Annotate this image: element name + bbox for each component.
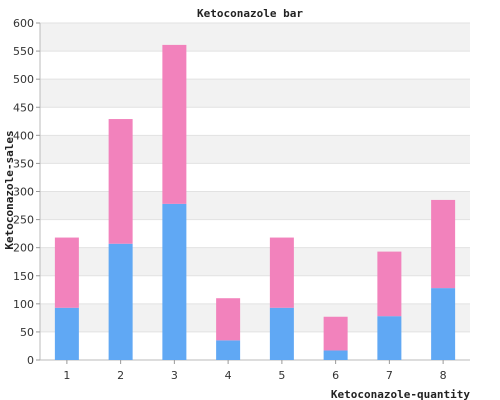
y-tick-label: 100 — [13, 298, 34, 311]
x-ticks: 1 2 3 4 5 6 7 8 — [63, 360, 447, 382]
y-tick-label: 500 — [13, 73, 34, 86]
background-band — [40, 135, 470, 164]
bar-segment-series-1 — [216, 340, 241, 360]
y-tick-label: 450 — [13, 101, 34, 114]
background-band — [40, 331, 470, 360]
x-tick-label: 7 — [386, 369, 393, 382]
bar-segment-series-2 — [162, 44, 187, 204]
background-band — [40, 79, 470, 108]
background-band — [40, 51, 470, 80]
bar-segment-series-1 — [108, 243, 133, 360]
x-tick-label: 6 — [332, 369, 339, 382]
x-tick-label: 2 — [117, 369, 124, 382]
bar-segment-series-1 — [377, 316, 402, 360]
bar-segment-series-1 — [54, 307, 79, 360]
y-axis-label: Ketoconazole-sales — [3, 130, 16, 249]
bar-segment-series-2 — [377, 251, 402, 317]
y-tick-label: 350 — [13, 157, 34, 170]
bar-segment-series-1 — [269, 307, 294, 360]
bar-segment-series-2 — [269, 237, 294, 308]
y-tick-label: 0 — [27, 354, 34, 367]
y-tick-label: 400 — [13, 129, 34, 142]
x-tick-label: 3 — [171, 369, 178, 382]
x-tick-label: 5 — [278, 369, 285, 382]
y-tick-label: 600 — [13, 17, 34, 30]
background-band — [40, 219, 470, 248]
y-tick-label: 250 — [13, 214, 34, 227]
background-band — [40, 303, 470, 332]
background-band — [40, 163, 470, 192]
x-tick-label: 4 — [225, 369, 232, 382]
background-band — [40, 247, 470, 276]
bar-segment-series-2 — [216, 298, 241, 341]
bar-segment-series-1 — [162, 203, 187, 360]
x-axis-label: Ketoconazole-quantity — [331, 388, 470, 400]
bar-segment-series-2 — [108, 119, 133, 244]
background-band — [40, 275, 470, 304]
y-tick-label: 300 — [13, 186, 34, 199]
y-tick-label: 150 — [13, 270, 34, 283]
bar-segment-series-2 — [323, 316, 348, 351]
bar-segment-series-2 — [431, 199, 456, 289]
background-band — [40, 23, 470, 52]
bar-segment-series-1 — [431, 288, 456, 360]
background-band — [40, 191, 470, 220]
background-band — [40, 107, 470, 136]
y-tick-label: 200 — [13, 242, 34, 255]
bar-segment-series-2 — [54, 237, 79, 308]
chart-title: Ketoconazole bar — [197, 7, 303, 20]
y-ticks: 0 50 100 150 200 250 300 350 400 450 500 550 600 — [13, 17, 40, 367]
y-tick-label: 550 — [13, 45, 34, 58]
x-tick-label: 1 — [63, 369, 70, 382]
bar-segment-series-1 — [323, 350, 348, 360]
bars — [54, 44, 456, 360]
x-tick-label: 8 — [440, 369, 447, 382]
y-tick-label: 50 — [20, 326, 34, 339]
